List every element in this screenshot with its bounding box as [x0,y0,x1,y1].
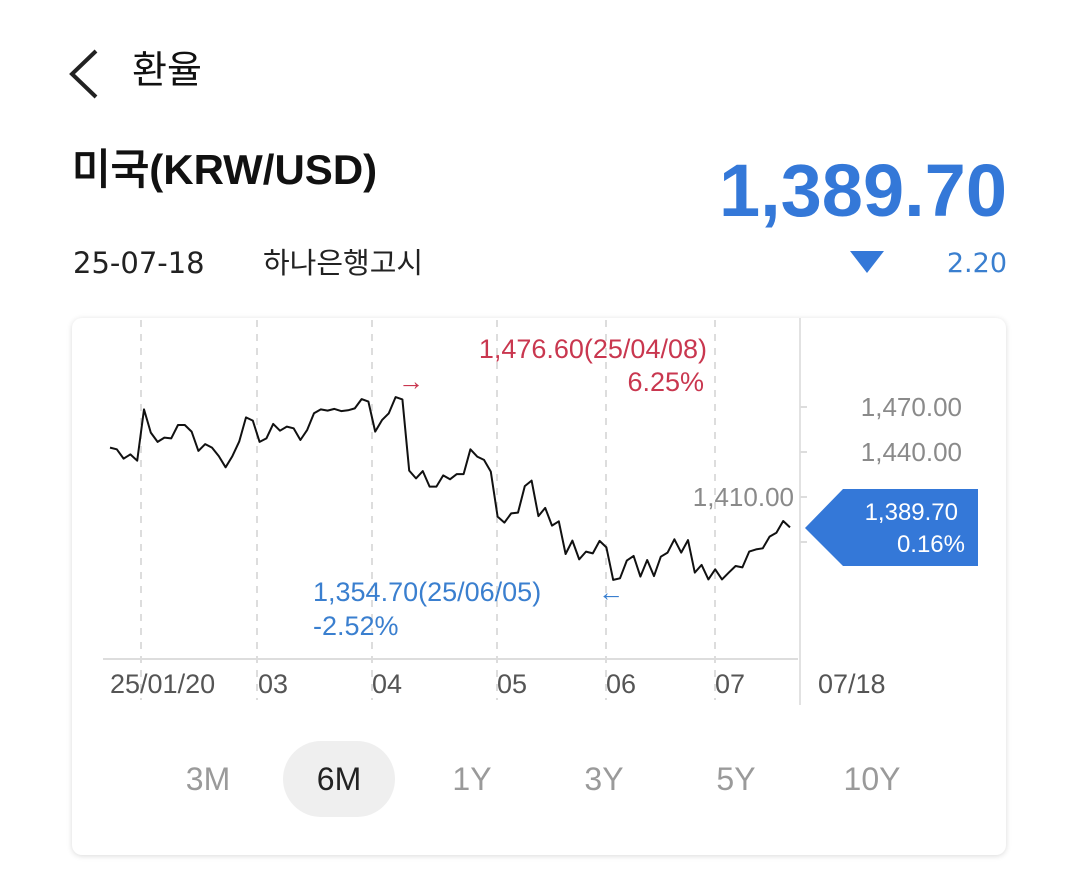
low-annotation-pct: -2.52% [313,611,399,641]
price-change: 2.20 [946,248,1007,279]
x-tick-label: 06 [606,669,636,699]
period-button-3y[interactable]: 3Y [584,761,624,797]
period-button-1y[interactable]: 1Y [452,761,492,797]
arrow-left-icon: ← [598,577,624,607]
x-tick-label: 04 [372,669,402,699]
chart-card: 25/01/20 03 04 05 06 07 07/18 1,470.00 1,440.00 1… [72,318,1006,855]
period-button-3m[interactable]: 3M [185,761,231,797]
series-line [109,396,791,581]
arrow-right-icon: → [398,366,424,396]
down-triangle-icon [850,251,884,273]
period-button-6m[interactable]: 6M [283,741,395,817]
chevron-left-icon [69,49,98,99]
screen-title: 환율 [132,48,202,92]
x-tick-label: 07 [715,669,745,699]
x-tick-label: 05 [497,669,527,699]
back-button[interactable] [66,48,106,100]
current-price: 1,389.70 [718,149,1007,232]
low-annotation-label: 1,354.70(25/06/05) [313,577,541,607]
y-tick-label: 1,410.00 [693,482,794,512]
period-button-5y[interactable]: 5Y [716,761,756,797]
rate-date: 25-07-18 [73,246,205,280]
current-value-label: 1,389.70 [865,499,958,526]
x-tick-label: 25/01/20 [110,669,215,699]
x-tick-label: 03 [258,669,288,699]
currency-name: 미국(KRW/USD) [72,146,378,193]
y-tick-label: 1,440.00 [861,437,962,467]
high-annotation-label: 1,476.60(25/04/08) [479,334,707,364]
x-end-label: 07/18 [818,669,886,699]
y-tick-label: 1,470.00 [861,392,962,422]
rate-source: 하나은행고시 [263,246,424,280]
current-value-badge [805,489,978,566]
period-button-10y[interactable]: 10Y [843,761,901,797]
high-annotation-pct: 6.25% [627,367,704,397]
rate-chart: 25/01/20 03 04 05 06 07 07/18 1,470.00 1,440.00 1… [103,318,978,705]
current-value-pct: 0.16% [897,531,965,558]
